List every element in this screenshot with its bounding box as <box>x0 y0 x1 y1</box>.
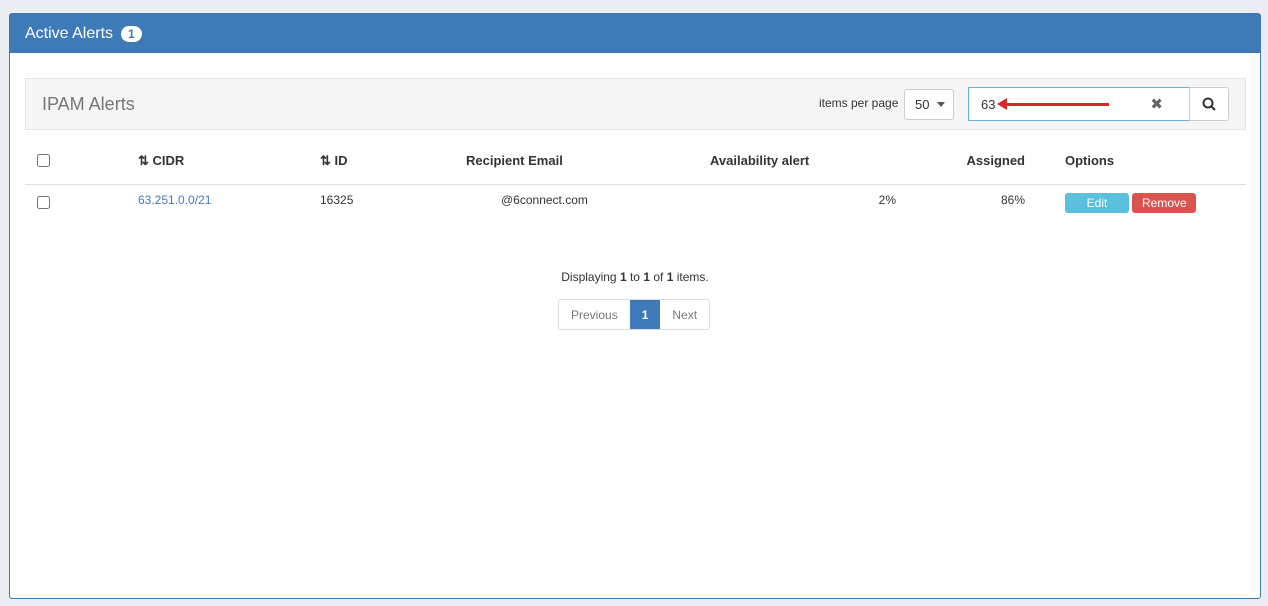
assigned-cell: 86% <box>1000 192 1025 207</box>
table-row: 63.251.0.0/21 16325 @6connect.com 2% 86%… <box>25 184 1246 222</box>
search-button[interactable] <box>1189 87 1229 121</box>
edit-button[interactable]: Edit <box>1065 192 1129 213</box>
clear-icon[interactable]: ✖ <box>1150 96 1163 113</box>
items-per-page-value: 50 <box>915 97 930 112</box>
header-availability: Availability alert <box>709 138 904 185</box>
availability-cell: 2% <box>878 192 896 207</box>
section-title: IPAM Alerts <box>42 94 135 114</box>
caret-down-icon <box>937 102 945 111</box>
search-input[interactable]: 63 ✖ <box>968 87 1190 121</box>
summary-from: 1 <box>619 270 627 284</box>
header-label: ID <box>334 152 348 168</box>
display-summary: Displaying 1 to 1 of 1 items. <box>10 270 1260 284</box>
header-label: CIDR <box>152 152 185 168</box>
id-cell: 16325 <box>320 192 354 207</box>
summary-total: 1 <box>666 270 674 284</box>
next-button[interactable]: Next <box>672 308 698 322</box>
row-checkbox[interactable] <box>37 195 50 209</box>
summary-text: to <box>626 270 644 284</box>
summary-to: 1 <box>643 270 651 284</box>
select-all-checkbox[interactable] <box>37 154 50 168</box>
page-1-button[interactable]: 1 <box>629 300 661 329</box>
search-icon <box>1202 97 1216 111</box>
items-per-page-select[interactable]: 50 <box>904 89 954 120</box>
remove-button[interactable]: Remove <box>1132 192 1197 213</box>
header-cidr[interactable]: ⇅ CIDR <box>137 138 319 185</box>
alert-count-badge: 1 <box>121 25 142 42</box>
header-options: Options <box>1035 138 1246 185</box>
active-alerts-panel: Active Alerts 1 IPAM Alerts items per pag… <box>9 13 1261 599</box>
header-assigned: Assigned <box>904 138 1035 185</box>
previous-button[interactable]: Previous <box>571 308 618 322</box>
items-per-page-label: items per page <box>819 96 899 110</box>
summary-text: Displaying <box>561 270 620 284</box>
search-value: 63 <box>981 97 996 112</box>
summary-text: of <box>650 270 667 284</box>
pagination: Previous 1 Next <box>558 299 711 330</box>
red-arrow-annotation <box>997 98 1109 110</box>
header-email: Recipient Email <box>449 138 709 185</box>
cidr-link[interactable]: 63.251.0.0/21 <box>138 192 212 207</box>
toolbar: IPAM Alerts items per page 50 63 ✖ <box>25 78 1246 130</box>
panel-header: Active Alerts 1 <box>10 14 1260 53</box>
panel-title: Active Alerts <box>25 24 114 42</box>
header-id[interactable]: ⇅ ID <box>319 138 449 185</box>
summary-text: items. <box>673 270 709 284</box>
email-cell: @6connect.com <box>501 192 588 207</box>
alerts-table: ⇅ CIDR ⇅ ID Recipient Email Availability… <box>25 138 1246 222</box>
